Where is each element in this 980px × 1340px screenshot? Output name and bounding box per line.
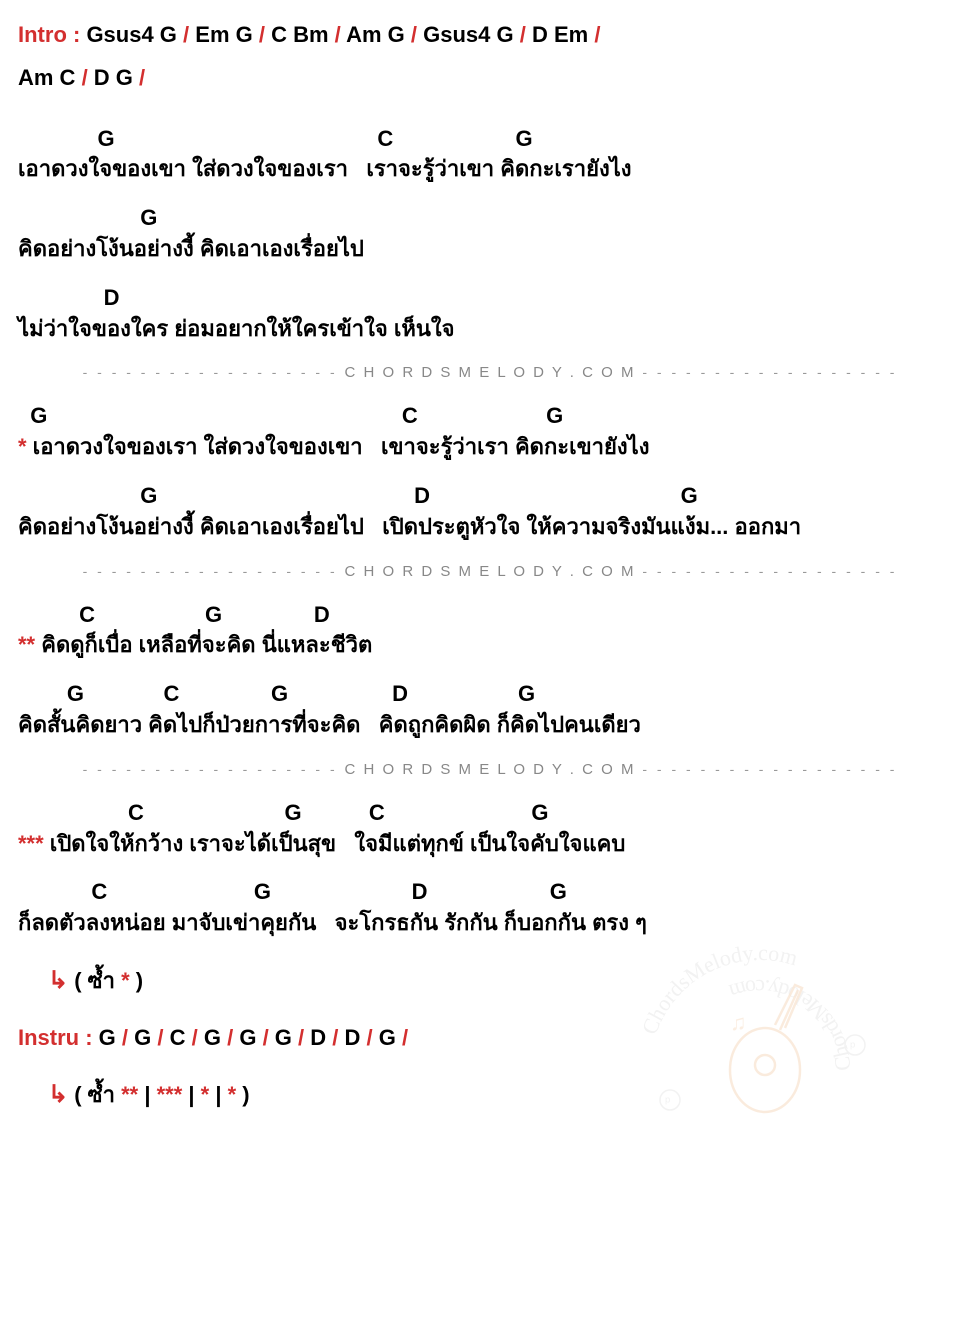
sep-dashes: - - - - - - - - - - - - - - - - - - [642, 364, 897, 380]
sep-dashes: - - - - - - - - - - - - - - - - - - [642, 761, 897, 777]
verse1-pair1: G C G เอาดวงใจของเขา ใส่ดวงใจของเรา เราจ… [18, 124, 962, 186]
repeat2: ↳ ( ซ้ำ ** | *** | * | * ) [48, 1078, 962, 1112]
chord-line: G [18, 203, 962, 234]
repeat-arrow-icon: ↳ [48, 1081, 68, 1108]
verse4-pair1: C G C G *** เปิดใจให้กว้าง เราจะได้เป็นส… [18, 798, 962, 860]
repeat-arrow-icon: ↳ [48, 967, 68, 994]
separator: - - - - - - - - - - - - - - - - - - C H … [18, 561, 962, 582]
verse3-pair1: C G D ** คิดดูก็เบื่อ เหลือที่จะคิด นี่แ… [18, 600, 962, 662]
star-marker: *** [18, 831, 44, 856]
intro-label: Intro : [18, 22, 80, 47]
verse1: G C G เอาดวงใจของเขา ใส่ดวงใจของเรา เราจ… [18, 124, 962, 345]
repeat-close: ) [130, 968, 143, 993]
star-marker: * [201, 1082, 210, 1107]
sep-text: C H O R D S M E L O D Y . C O M [345, 364, 636, 381]
sep-dashes: - - - - - - - - - - - - - - - - - - [83, 761, 338, 777]
lyric-line: เอาดวงใจของเขา ใส่ดวงใจของเรา เราจะรู้ว่… [18, 154, 962, 185]
repeat1: ↳ ( ซ้ำ * ) [48, 964, 962, 998]
chord-line: G C G D G [18, 679, 962, 710]
verse2-pair1: G C G * เอาดวงใจของเรา ใส่ดวงใจของเขา เข… [18, 401, 962, 463]
sep-text: C H O R D S M E L O D Y . C O M [345, 563, 636, 580]
lyric-line: คิดอย่างโง้นอย่างงี้ คิดเอาเองเรื่อยไป [18, 234, 962, 265]
repeat-close: ) [236, 1082, 249, 1107]
lyric-line: ไม่ว่าใจของใคร ย่อมอยากให้ใครเข้าใจ เห็น… [18, 314, 962, 345]
verse4-pair2: C G D G ก็ลดตัวลงหน่อย มาจับเข่าคุยกัน จ… [18, 877, 962, 939]
intro-section: Intro : Gsus4 G / Em G / C Bm / Am G / G… [18, 20, 962, 94]
chord-line: C G D [18, 600, 962, 631]
chord-line: G C G [18, 124, 962, 155]
verse1-pair2: G คิดอย่างโง้นอย่างงี้ คิดเอาเองเรื่อยไป [18, 203, 962, 265]
repeat-text: ( ซ้ำ [74, 968, 121, 993]
sep-text: C H O R D S M E L O D Y . C O M [345, 761, 636, 778]
chord-line: G C G [18, 401, 962, 432]
lyric-line: * เอาดวงใจของเรา ใส่ดวงใจของเขา เขาจะรู้… [18, 432, 962, 463]
instru-section: Instru : G / G / C / G / G / G / D / D /… [18, 1023, 962, 1054]
instru-chords: G / G / C / G / G / G / D / D / G / [93, 1025, 409, 1050]
verse1-pair3: D ไม่ว่าใจของใคร ย่อมอยากให้ใครเข้าใจ เห… [18, 283, 962, 345]
sep-dashes: - - - - - - - - - - - - - - - - - - [83, 563, 338, 579]
star-marker: * [228, 1082, 237, 1107]
lyric-line: ** คิดดูก็เบื่อ เหลือที่จะคิด นี่แหละชีว… [18, 630, 962, 661]
verse2-pair2: G D G คิดอย่างโง้นอย่างงี้ คิดเอาเองเรื่… [18, 481, 962, 543]
instru-label: Instru : [18, 1025, 93, 1050]
star-marker: ** [18, 632, 35, 657]
verse4: C G C G *** เปิดใจให้กว้าง เราจะได้เป็นส… [18, 798, 962, 939]
verse3-pair2: G C G D G คิดสั้นคิดยาว คิดไปก็ป่วยการที… [18, 679, 962, 741]
lyric-line: คิดสั้นคิดยาว คิดไปก็ป่วยการที่จะคิด คิด… [18, 710, 962, 741]
sep-dashes: - - - - - - - - - - - - - - - - - - [83, 364, 338, 380]
chord-line: D [18, 283, 962, 314]
chord-line: C G D G [18, 877, 962, 908]
sep-dashes: - - - - - - - - - - - - - - - - - - [642, 563, 897, 579]
repeat-text: ( ซ้ำ [74, 1082, 121, 1107]
star-marker: ** [121, 1082, 138, 1107]
chord-line: G D G [18, 481, 962, 512]
verse3: C G D ** คิดดูก็เบื่อ เหลือที่จะคิด นี่แ… [18, 600, 962, 741]
star-marker: * [121, 968, 130, 993]
separator: - - - - - - - - - - - - - - - - - - C H … [18, 362, 962, 383]
intro-chords-line2: Am C / D G / [18, 65, 145, 90]
verse2: G C G * เอาดวงใจของเรา ใส่ดวงใจของเขา เข… [18, 401, 962, 542]
star-marker: * [18, 434, 27, 459]
lyric-line: ก็ลดตัวลงหน่อย มาจับเข่าคุยกัน จะโกรธกัน… [18, 908, 962, 939]
intro-chords-line1: Gsus4 G / Em G / C Bm / Am G / Gsus4 G /… [80, 22, 600, 47]
lyric-line: คิดอย่างโง้นอย่างงี้ คิดเอาเองเรื่อยไป เ… [18, 512, 962, 543]
chord-line: C G C G [18, 798, 962, 829]
lyric-line: *** เปิดใจให้กว้าง เราจะได้เป็นสุข ใจมีแ… [18, 829, 962, 860]
separator: - - - - - - - - - - - - - - - - - - C H … [18, 759, 962, 780]
star-marker: *** [157, 1082, 183, 1107]
